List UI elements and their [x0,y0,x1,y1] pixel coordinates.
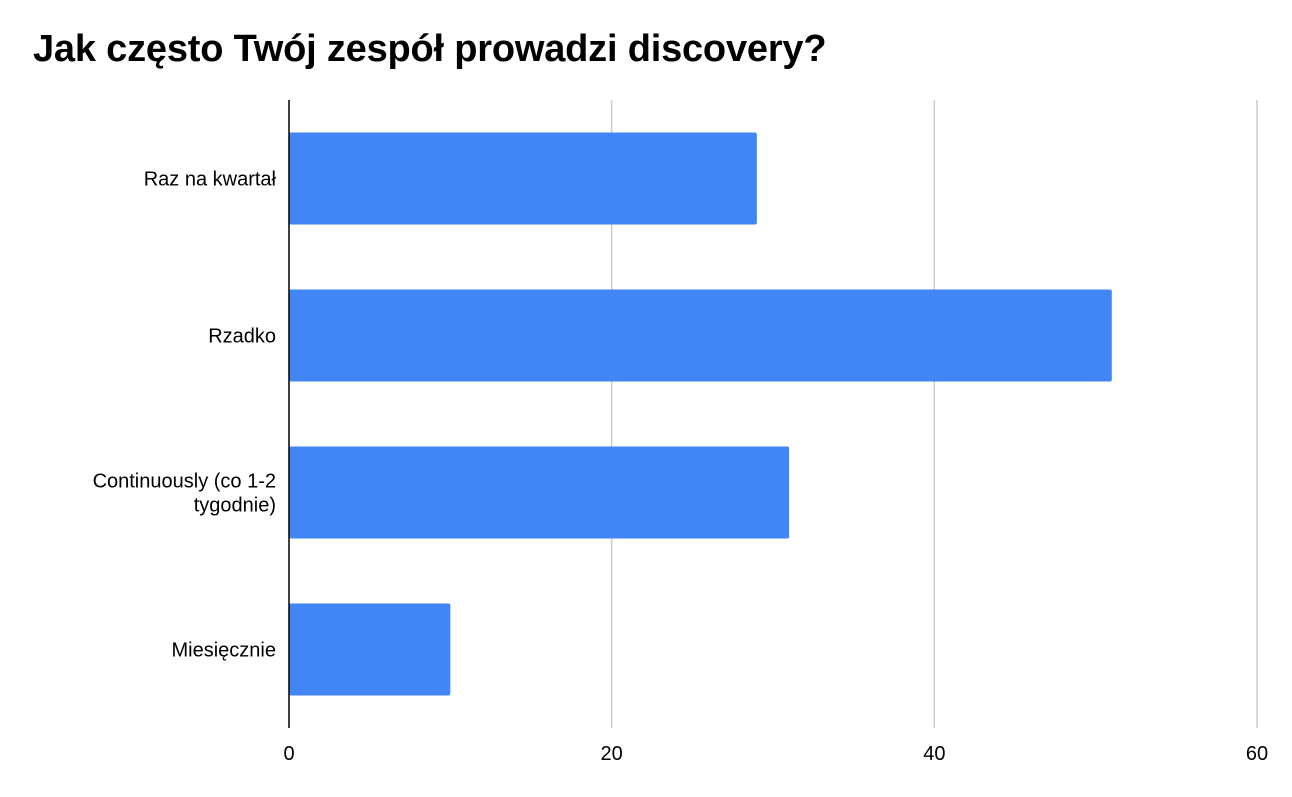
category-label-line: Continuously (co 1-2 [93,471,276,493]
bar [289,132,757,225]
category-label: Raz na kwartał [144,169,277,191]
category-label: Miesięcznie [172,640,276,662]
category-label: Rzadko [208,326,276,348]
category-label-line: Miesięcznie [172,640,276,662]
bar [289,446,790,539]
bars [289,132,1112,696]
category-label-line: tygodnie) [194,495,276,517]
x-tick-label: 0 [283,743,294,765]
bar [289,289,1112,382]
chart-title: Jak często Twój zespół prowadzi discover… [33,28,827,70]
category-label-line: Raz na kwartał [144,169,277,191]
x-tick-label: 20 [601,743,623,765]
category-label-line: Rzadko [208,326,276,348]
category-label: Continuously (co 1-2 tygodnie) [93,471,276,517]
category-labels: Raz na kwartał Rzadko Continuously (co 1-2… [93,169,277,662]
x-tick-label: 40 [923,743,945,765]
x-tick-label: 60 [1246,743,1268,765]
bar [289,603,451,696]
tick-labels: 0 20 40 60 [283,743,1268,765]
